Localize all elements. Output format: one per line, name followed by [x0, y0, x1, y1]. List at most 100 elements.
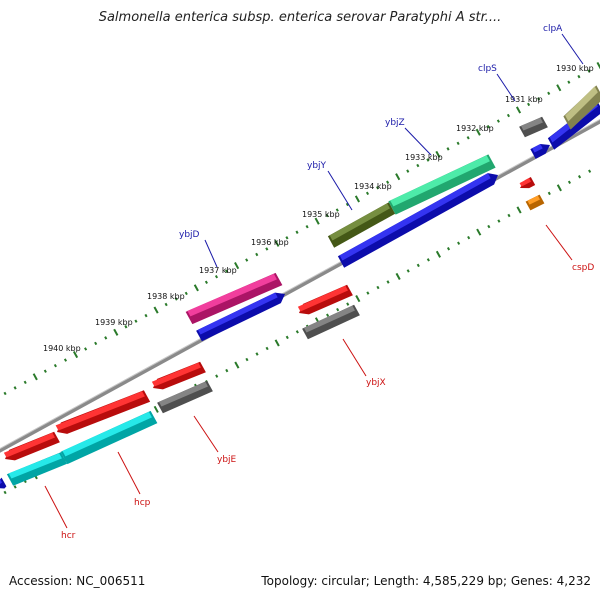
minor-tick: [466, 136, 470, 140]
minor-tick: [285, 335, 289, 340]
minor-tick: [386, 180, 390, 184]
minor-tick: [3, 391, 7, 396]
minor-tick: [124, 325, 128, 329]
leader-line: [342, 338, 367, 377]
minor-tick: [426, 258, 430, 262]
pointer-ybjX: [297, 284, 353, 315]
gene-hcr: [6, 452, 68, 486]
minor-tick: [53, 363, 57, 368]
outer-tick-row: [3, 61, 600, 396]
minor-tick: [577, 74, 581, 79]
minor-tick: [245, 258, 249, 262]
minor-tick: [446, 247, 451, 251]
gene-cspD: [525, 194, 545, 211]
minor-tick: [416, 263, 420, 268]
minor-tick: [386, 280, 390, 284]
minor-tick: [13, 386, 17, 390]
backbone-layer: [0, 118, 600, 453]
minor-tick: [497, 219, 501, 223]
gene-label-ybjD: ybjD: [179, 230, 200, 240]
minor-tick: [365, 191, 370, 196]
cds-ybjD: [196, 292, 285, 342]
major-tick: [556, 184, 562, 192]
minor-tick: [587, 69, 591, 73]
minor-tick: [406, 169, 410, 173]
leader-line: [327, 170, 353, 211]
scale-label: 1934 kbp: [354, 182, 392, 191]
minor-tick: [225, 269, 229, 273]
cds-clpS: [530, 144, 550, 159]
minor-tick: [255, 352, 259, 356]
backbone-line: [0, 119, 600, 453]
minor-tick: [376, 186, 380, 190]
major-tick: [395, 272, 401, 280]
minor-tick: [13, 485, 17, 489]
leader-line: [561, 33, 584, 65]
minor-tick: [567, 180, 572, 184]
minor-tick: [588, 169, 592, 173]
minor-tick: [446, 147, 450, 151]
minor-tick: [184, 291, 188, 296]
minor-tick: [416, 163, 420, 168]
feature-layer: [0, 85, 600, 489]
scale-label: 1937 kbp: [199, 266, 237, 275]
gene-clpA: [563, 85, 600, 130]
leader-line: [117, 451, 141, 495]
minor-tick: [506, 113, 511, 118]
gene-label-ybjZ: ybjZ: [385, 118, 405, 128]
minor-tick: [285, 236, 289, 240]
minor-tick: [174, 297, 178, 301]
minor-tick: [43, 369, 47, 373]
major-tick: [153, 405, 159, 413]
scale-label: 1933 kbp: [405, 153, 443, 162]
minor-tick: [346, 302, 350, 306]
cds-ybjZ-ybjY: [337, 173, 498, 268]
gene-label-hcp: hcp: [134, 498, 151, 508]
accession-label: Accession: NC_006511: [9, 574, 146, 588]
minor-tick: [376, 285, 380, 290]
gene-label-cspD: cspD: [572, 263, 594, 273]
cds-edge: [0, 477, 7, 489]
major-tick: [274, 239, 280, 247]
major-tick: [475, 128, 481, 136]
minor-tick: [366, 291, 370, 295]
major-tick: [314, 217, 320, 225]
tick-layer: [3, 61, 600, 495]
pointer-cspD: [519, 177, 536, 189]
minor-tick: [336, 307, 340, 312]
minor-tick: [3, 490, 7, 495]
minor-tick: [23, 380, 27, 385]
scale-label: 1936 kbp: [251, 238, 289, 247]
minor-tick: [134, 319, 138, 323]
minor-tick: [487, 224, 491, 229]
gene-ybjY: [327, 202, 396, 248]
minor-tick: [335, 208, 339, 212]
leader-line: [404, 127, 432, 156]
minor-tick: [326, 313, 330, 317]
minor-tick: [527, 102, 531, 107]
major-tick: [515, 106, 522, 114]
gene-label-ybjE: ybjE: [217, 455, 237, 465]
scale-label: 1930 kbp: [556, 64, 594, 73]
gene-hcp: [60, 410, 158, 465]
minor-tick: [325, 213, 329, 218]
minor-tick: [245, 357, 249, 362]
map-title: Salmonella enterica subsp. enterica sero…: [98, 10, 502, 25]
gene-ybjZ: [388, 154, 496, 215]
minor-tick: [63, 358, 68, 362]
genome-stats-label: Topology: circular; Length: 4,585,229 bp…: [261, 574, 591, 588]
major-tick: [193, 284, 199, 292]
backbone-highlight: [0, 118, 600, 450]
minor-tick: [295, 230, 299, 234]
scale-label: 1939 kbp: [95, 318, 133, 327]
major-tick: [274, 339, 280, 347]
scale-label: 1932 kbp: [456, 124, 494, 133]
minor-tick: [144, 313, 148, 318]
minor-tick: [426, 158, 430, 162]
major-tick: [435, 250, 442, 258]
minor-tick: [94, 341, 98, 346]
minor-tick: [456, 141, 460, 146]
gene-ybjE: [157, 380, 213, 414]
scale-label: 1940 kbp: [43, 344, 81, 353]
